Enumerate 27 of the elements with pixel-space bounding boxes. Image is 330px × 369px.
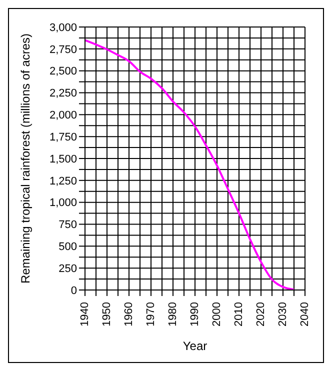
- y-tick-label: 1,500: [49, 153, 77, 166]
- x-tick-label: 1980: [167, 302, 179, 326]
- x-tick-label: 1940: [79, 302, 91, 326]
- y-tick-label: 1,250: [49, 175, 77, 188]
- y-tick-label: 750: [58, 219, 77, 232]
- y-tick-label: 2,500: [49, 66, 77, 78]
- x-tick-label: 2020: [255, 302, 267, 326]
- y-tick-label: 2,750: [49, 44, 77, 56]
- x-tick-label: 1990: [189, 302, 201, 326]
- x-tick-label: 2030: [277, 302, 289, 326]
- y-axis-title: Remaining tropical rainforest (millions of acres): [18, 33, 32, 284]
- y-tick-label: 2,250: [49, 88, 77, 100]
- y-tick-label: 0: [70, 284, 77, 297]
- y-tick-label: 1,750: [49, 131, 77, 144]
- x-axis-title: Year: [182, 339, 208, 353]
- y-tick-label: 3,000: [49, 22, 77, 34]
- y-tick-label: 2,000: [49, 110, 77, 122]
- x-tick-label: 1970: [145, 302, 157, 326]
- x-tick-label: 2010: [233, 302, 245, 326]
- y-tick-label: 500: [58, 241, 77, 254]
- x-tick-label: 1950: [101, 302, 113, 326]
- x-tick-label: 1960: [123, 302, 135, 326]
- x-tick-label: 2040: [299, 302, 311, 326]
- x-tick-label: 2000: [211, 302, 223, 326]
- y-tick-label: 250: [58, 262, 77, 275]
- line-series: [85, 39, 295, 290]
- y-tick-label: 1,000: [49, 197, 77, 210]
